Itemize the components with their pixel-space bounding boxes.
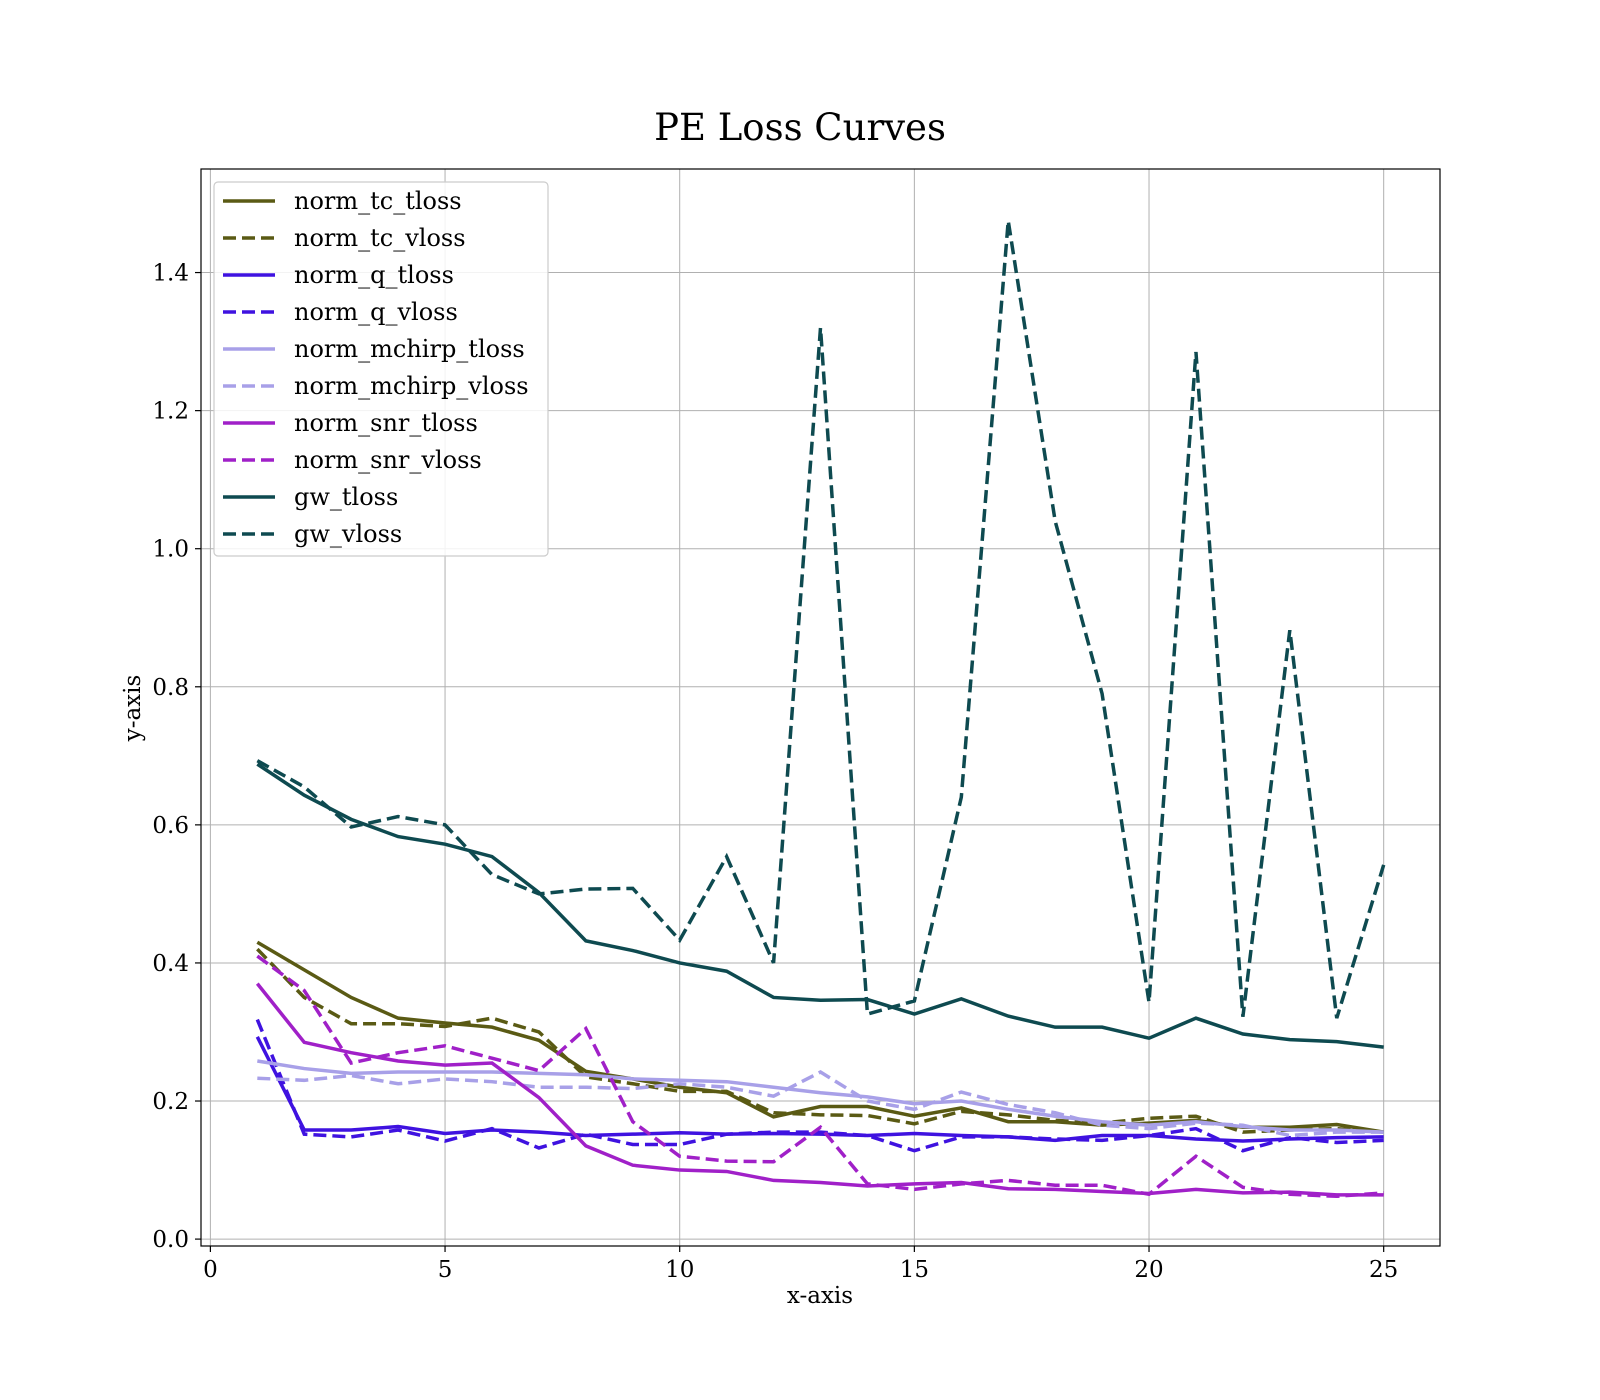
plot-area-frame [200, 168, 1441, 1247]
series-line-gw-vloss [256, 220, 1386, 1019]
axis-ticks: 0 5 10 15 20 25 0.0 0.2 0.4 0.6 0.8 1.0 1.2 1.4 [152, 261, 1398, 1283]
y-tick-label: 1.0 [152, 537, 189, 563]
y-tick-label: 1.4 [152, 261, 189, 287]
x-tick-label: 20 [1134, 1257, 1163, 1283]
legend-entry-label: gw_vloss [294, 520, 402, 548]
legend-box [213, 181, 549, 557]
x-tick-label: 25 [1369, 1257, 1398, 1283]
series-line-norm-mchirp-vloss [257, 1070, 1384, 1138]
legend-entry-label: norm_tc_tloss [294, 187, 462, 215]
series-line-norm-q-vloss [255, 1018, 1384, 1153]
x-tick-label: 0 [203, 1257, 218, 1283]
legend-entry-label: norm_mchirp_tloss [294, 335, 525, 363]
series-line-norm-tc-vloss [256, 947, 1384, 1134]
series-line-gw-tloss [256, 762, 1384, 1049]
x-tick-label: 5 [438, 1257, 453, 1283]
chart-title: PE Loss Curves [654, 106, 946, 149]
series-line-norm-tc-tloss [256, 940, 1384, 1134]
legend-entry-label: norm_mchirp_vloss [294, 372, 529, 400]
y-tick-label: 0.8 [152, 675, 189, 701]
x-tick-label: 15 [900, 1257, 929, 1283]
y-tick-label: 0.6 [152, 813, 189, 839]
legend-entry-label: norm_tc_vloss [294, 224, 466, 252]
y-tick-label: 1.2 [152, 399, 189, 425]
x-axis-label: x-axis [787, 1283, 853, 1309]
legend-entry-label: gw_tloss [294, 483, 398, 511]
series-lines [255, 220, 1386, 1199]
legend-entry-label: norm_q_vloss [294, 298, 458, 326]
y-tick-label: 0.0 [152, 1227, 189, 1253]
x-tick-label: 10 [665, 1257, 694, 1283]
series-line-norm-q-tloss [255, 1036, 1384, 1143]
legend-entry-label: norm_snr_vloss [294, 446, 482, 474]
series-line-norm-snr-vloss [256, 954, 1384, 1199]
series-line-norm-mchirp-tloss [257, 1059, 1384, 1134]
y-tick-label: 0.2 [152, 1089, 189, 1115]
y-tick-label: 0.4 [152, 951, 189, 977]
y-axis-label: y-axis [120, 675, 146, 743]
legend-entry-label: norm_snr_tloss [294, 409, 478, 437]
legend-entry-label: norm_q_tloss [294, 261, 454, 289]
series-line-norm-snr-tloss [255, 982, 1384, 1197]
legend: norm_tc_tloss norm_tc_vloss norm_q_tlossno… [213, 181, 549, 557]
